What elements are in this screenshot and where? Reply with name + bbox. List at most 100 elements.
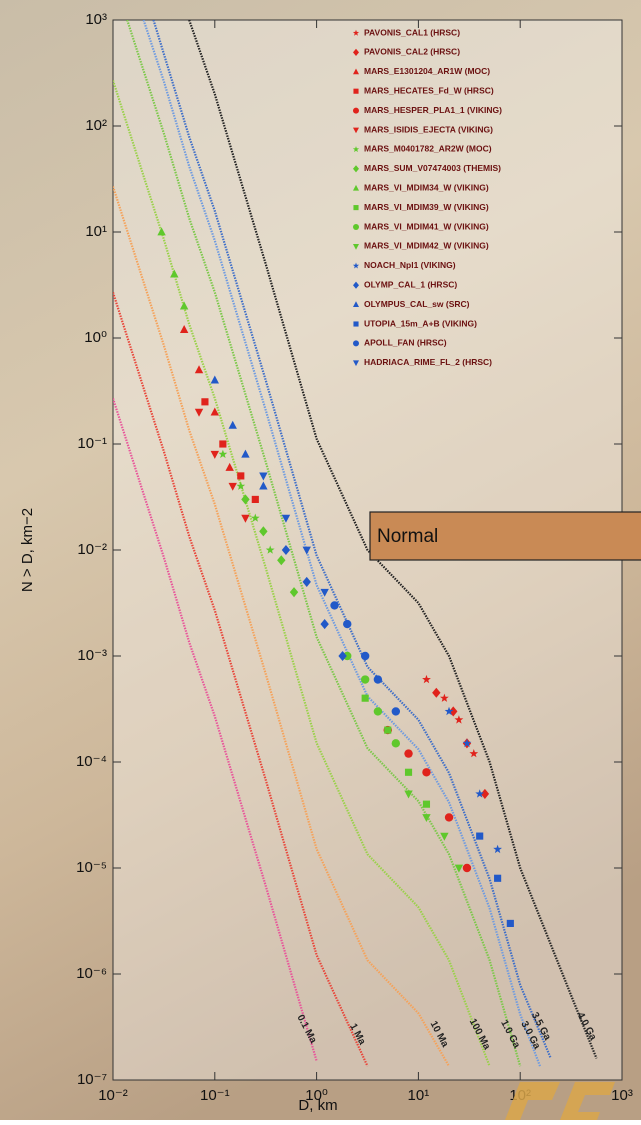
y-axis-label: N > D, km−2	[19, 508, 36, 592]
data-point	[225, 462, 234, 471]
legend-marker	[353, 88, 359, 94]
data-point	[422, 814, 431, 823]
data-point	[391, 707, 401, 716]
isochrone	[113, 186, 450, 1067]
legend-marker	[353, 127, 359, 134]
data-point	[228, 420, 237, 429]
data-point	[494, 874, 502, 882]
legend-label: MARS_HECATES_Fd_W (HRSC)	[364, 85, 494, 95]
data-point	[404, 749, 413, 758]
y-tick-label: 10⁻¹	[77, 435, 107, 452]
x-axis-label: D, km	[298, 1097, 337, 1114]
y-tick-label: 10⁰	[84, 329, 107, 346]
x-tick-label: 10¹	[408, 1087, 430, 1104]
data-point	[289, 587, 299, 598]
data-point	[259, 472, 268, 481]
data-point	[281, 514, 291, 523]
data-point	[194, 365, 204, 374]
data-point	[250, 513, 260, 522]
data-point	[422, 800, 431, 808]
data-point	[404, 790, 413, 799]
legend-label: HADRIACA_RIME_FL_2 (HRSC)	[364, 357, 492, 367]
overlay-box	[369, 511, 641, 561]
legend-label: MARS_ISIDIS_EJECTA (VIKING)	[364, 124, 493, 134]
legend-marker	[353, 165, 359, 173]
legend-label: UTOPIA_15m_A+B (VIKING)	[364, 318, 477, 328]
y-tick-label: 10²	[85, 117, 107, 134]
data-point	[259, 481, 268, 490]
legend-label: APOLL_FAN (HRSC)	[364, 338, 447, 348]
legend-marker	[353, 68, 359, 75]
data-point	[454, 864, 464, 873]
data-point	[241, 449, 250, 458]
data-point	[218, 449, 228, 458]
curves	[113, 20, 598, 1068]
data-point	[462, 738, 472, 748]
data-point	[440, 693, 449, 702]
data-point	[480, 788, 490, 799]
data-point	[302, 546, 311, 555]
data-point	[360, 675, 370, 684]
isochrone	[126, 20, 522, 1067]
legend-marker	[353, 48, 359, 56]
data-point	[170, 269, 179, 278]
data-point	[361, 694, 369, 702]
data-point	[454, 715, 464, 724]
data-point	[343, 619, 352, 629]
data-point	[302, 576, 311, 587]
data-point	[228, 482, 237, 491]
data-point	[462, 863, 472, 873]
data-point	[219, 440, 227, 448]
data-point	[493, 844, 502, 854]
isochrone	[152, 20, 552, 1059]
legend-label: MARS_M0401782_AR2W (MOC)	[364, 144, 492, 154]
logo-shape	[505, 1082, 560, 1120]
y-tick-label: 10³	[85, 11, 107, 28]
isochrone	[113, 80, 491, 1067]
legend-marker	[353, 244, 359, 250]
data-point	[210, 375, 219, 384]
data-point	[444, 813, 454, 822]
overlay-label: Normal	[377, 526, 438, 547]
legend-marker	[353, 321, 359, 327]
x-tick-label: 10³	[611, 1087, 633, 1104]
y-tick-label: 10⁻²	[77, 541, 107, 558]
y-tick-label: 10⁻³	[77, 647, 107, 664]
legend-label: MARS_SUM_V07474003 (THEMIS)	[364, 163, 501, 173]
y-tick-label: 10⁻⁷	[77, 1071, 107, 1088]
legend-label: MARS_VI_MDIM41_W (VIKING)	[364, 221, 489, 231]
legend-label: MARS_HESPER_PLA1_1 (VIKING)	[364, 105, 502, 115]
legend-marker	[353, 301, 359, 307]
data-point	[404, 768, 413, 776]
data-point	[157, 227, 166, 236]
data-point	[259, 526, 268, 537]
data-point	[440, 832, 449, 841]
legend-label: PAVONIS_CAL2 (HRSC)	[364, 47, 460, 57]
data-point	[251, 495, 259, 503]
data-point	[281, 544, 291, 556]
legend-label: MARS_VI_MDIM42_W (VIKING)	[364, 241, 489, 251]
data-point	[475, 789, 485, 798]
isochrone	[142, 20, 542, 1068]
data-point	[320, 588, 329, 597]
x-tick-label: 10⁰	[305, 1087, 328, 1104]
legend-label: MARS_VI_MDIM39_W (VIKING)	[364, 202, 489, 212]
data-point	[179, 324, 189, 333]
legend-label: MARS_E1301204_AR1W (MOC)	[364, 66, 490, 76]
isochrone	[188, 20, 598, 1059]
legend-marker	[353, 184, 359, 191]
data-point	[194, 408, 204, 417]
isochrone	[113, 398, 318, 1062]
legend-marker	[353, 281, 359, 289]
data-point	[210, 450, 219, 459]
data-point	[422, 768, 431, 777]
legend-label: OLYMPUS_CAL_sw (SRC)	[364, 299, 470, 309]
data-point	[360, 651, 370, 661]
legend-marker	[353, 205, 359, 211]
data-point	[343, 651, 352, 661]
data-point	[241, 514, 250, 523]
data-point	[201, 398, 209, 406]
legend-marker	[352, 29, 360, 36]
